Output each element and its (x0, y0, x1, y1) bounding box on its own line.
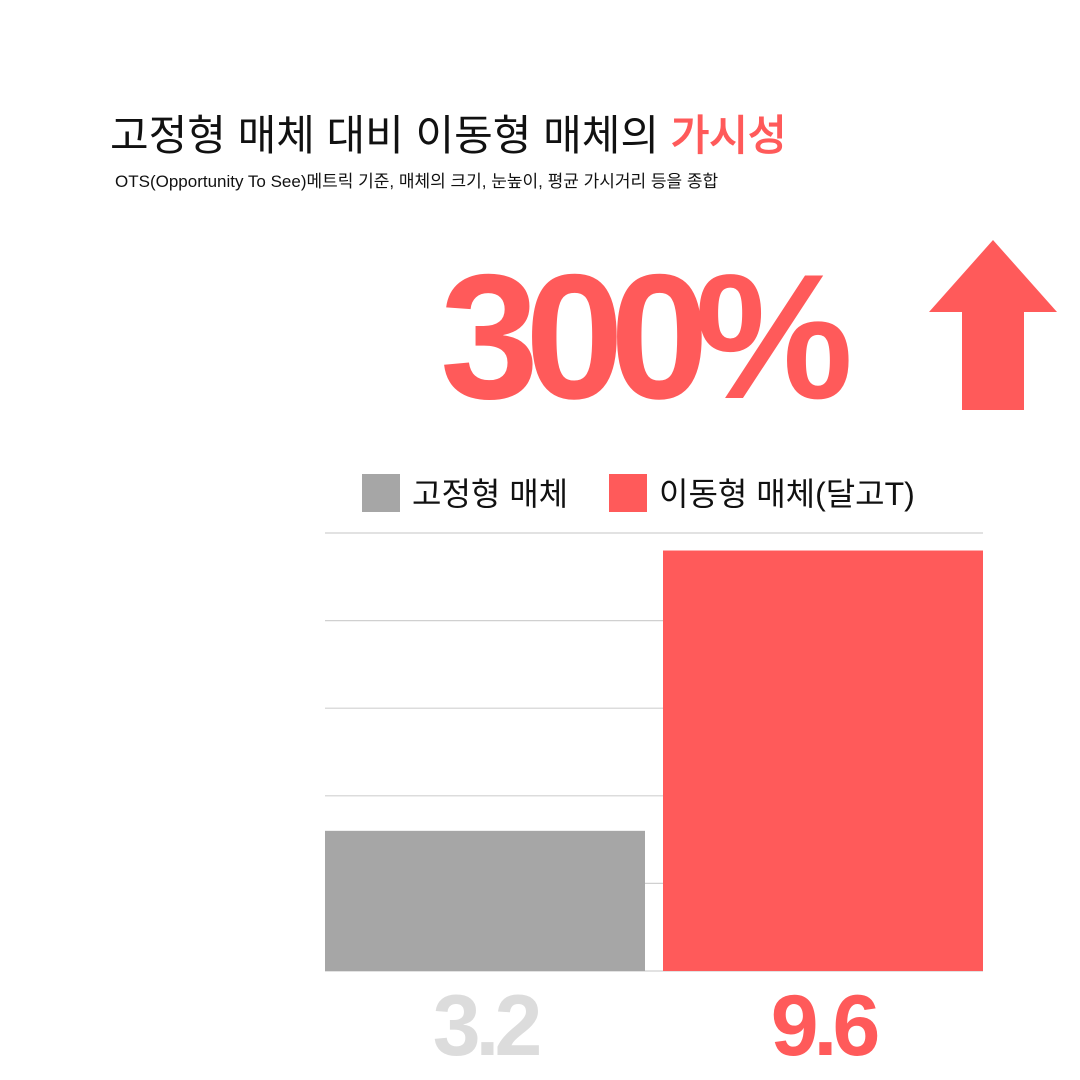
value-label: 9.6 (771, 978, 878, 1074)
legend-swatch (362, 474, 400, 512)
value-label: 3.2 (433, 978, 540, 1074)
title: 고정형 매체 대비 이동형 매체의 가시성 (110, 112, 787, 159)
annotation: 300% (440, 237, 849, 436)
legend-label: 이동형 매체(달고T) (659, 476, 915, 512)
bar (325, 830, 645, 971)
legend-swatch (609, 474, 647, 512)
bar (663, 550, 983, 971)
title-highlight: 가시성 (671, 112, 787, 159)
legend-label: 고정형 매체 (412, 476, 568, 512)
title-main: 고정형 매체 대비 이동형 매체의 (110, 112, 659, 159)
subtitle: OTS(Opportunity To See)메트릭 기준, 매체의 크기, 눈… (115, 172, 719, 191)
up-arrow (929, 240, 1057, 410)
